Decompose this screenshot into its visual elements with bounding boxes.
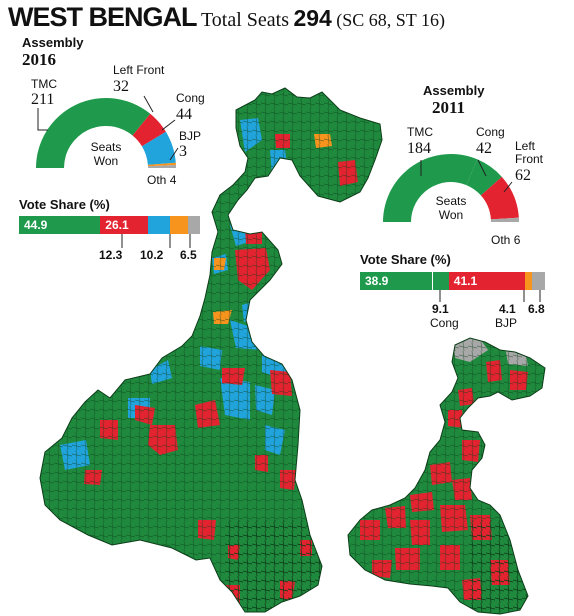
label-2016-cong-seats: 44 (176, 106, 192, 123)
donut-2011-oth (490, 217, 519, 222)
vote-2011-oth-seg (532, 272, 545, 290)
total-seats-value: 294 (293, 5, 332, 31)
vote-2011-tmc: 38.9 (360, 272, 432, 290)
donut-2011-left (480, 176, 519, 220)
assembly-2016-title: Assembly (22, 35, 84, 50)
donut-2016-tmc (36, 98, 151, 168)
leader-2011-left (503, 181, 513, 193)
donut-2016-left (132, 113, 166, 147)
vote-2011-bjp-value: 4.1 (499, 302, 516, 316)
assembly-2011-year: 2011 (432, 98, 466, 117)
state-name: WEST BENGAL (8, 2, 197, 32)
label-2016-oth: Oth 4 (147, 174, 176, 187)
vote-2011-left: 41.1 (448, 272, 525, 290)
donut-2016-bjp (147, 162, 176, 167)
label-2016-left-name: Left Front (113, 63, 165, 77)
vote-2011-cong-seg (431, 272, 449, 290)
donut-2011-tmc (383, 153, 478, 222)
vote-2016-cong-label: 12.3 (99, 248, 123, 262)
leader-2016-tmc (37, 108, 48, 131)
reserved-seats: (SC 68, ST 16) (336, 10, 445, 30)
label-2011-left-name: Left Front (515, 139, 544, 166)
vote-2011-cong-value: 9.1 (432, 302, 449, 316)
vote-share-2011-title: Vote Share (%) (360, 252, 451, 267)
leader-2016-bjp (169, 147, 179, 161)
map-header: WEST BENGAL Total Seats 294 (SC 68, ST 1… (8, 2, 445, 33)
vote-2016-bjp-seg (169, 216, 189, 234)
donut-2016-center: Seats Won (90, 140, 122, 168)
label-2016-bjp-name: BJP (179, 129, 202, 143)
vote-2011-bjp-name: BJP (495, 316, 518, 330)
vote-2016-cong-seg (147, 216, 170, 234)
label-2011-cong-seats: 42 (476, 140, 492, 157)
donut-2011-cong (466, 159, 502, 196)
vote-2011-cong-name: Cong (430, 316, 459, 330)
label-2016-oth-seats: 4 (169, 173, 177, 187)
label-2011-cong-name: Cong (476, 125, 505, 139)
leader-2016-cong (161, 119, 176, 131)
label-2011-left-seats: 62 (515, 167, 531, 184)
label-2016-tmc-seats: 211 (31, 91, 55, 108)
leader-2016-left (143, 95, 154, 113)
vote-share-2016-title: Vote Share (%) (19, 197, 110, 212)
vote-2016-oth-label: 6.5 (180, 248, 197, 262)
total-seats-label: Total Seats (200, 9, 289, 31)
vote-2016-tmc: 44.9 (19, 216, 101, 234)
label-2011-oth-seats: 6 (513, 233, 521, 247)
label-2016-cong-name: Cong (176, 91, 205, 105)
vote-2016-oth-seg (188, 216, 200, 234)
label-2016-bjp-seats: 3 (179, 143, 187, 160)
label-2011-oth-name: Oth (491, 233, 511, 247)
label-2016-left-seats: 32 (113, 78, 129, 95)
vote-bar-2011: 38.9 41.1 (360, 272, 545, 290)
vote-2016-bjp-label: 10.2 (140, 248, 164, 262)
vote-2011-oth-value: 6.8 (528, 302, 545, 316)
label-2011-tmc-name: TMC (407, 125, 433, 139)
map-2011-boundaries (348, 338, 545, 614)
label-2011-oth: Oth 6 (491, 234, 520, 247)
donut-2011-center: Seats Won (435, 194, 467, 222)
label-2011-tmc-seats: 184 (407, 140, 431, 157)
donut-2016-oth (147, 165, 176, 168)
assembly-2011-title: Assembly (423, 83, 485, 98)
label-2016-oth-name: Oth (147, 173, 167, 187)
vote-bar-2016: 44.9 26.1 (19, 216, 200, 234)
label-2016-tmc-name: TMC (31, 77, 57, 91)
assembly-2016-year: 2016 (22, 50, 56, 69)
donut-2016-cong (141, 131, 176, 165)
leader-2011-cong (477, 159, 487, 177)
vote-2016-left: 26.1 (100, 216, 148, 234)
vote-2011-bjp-seg (524, 272, 533, 290)
